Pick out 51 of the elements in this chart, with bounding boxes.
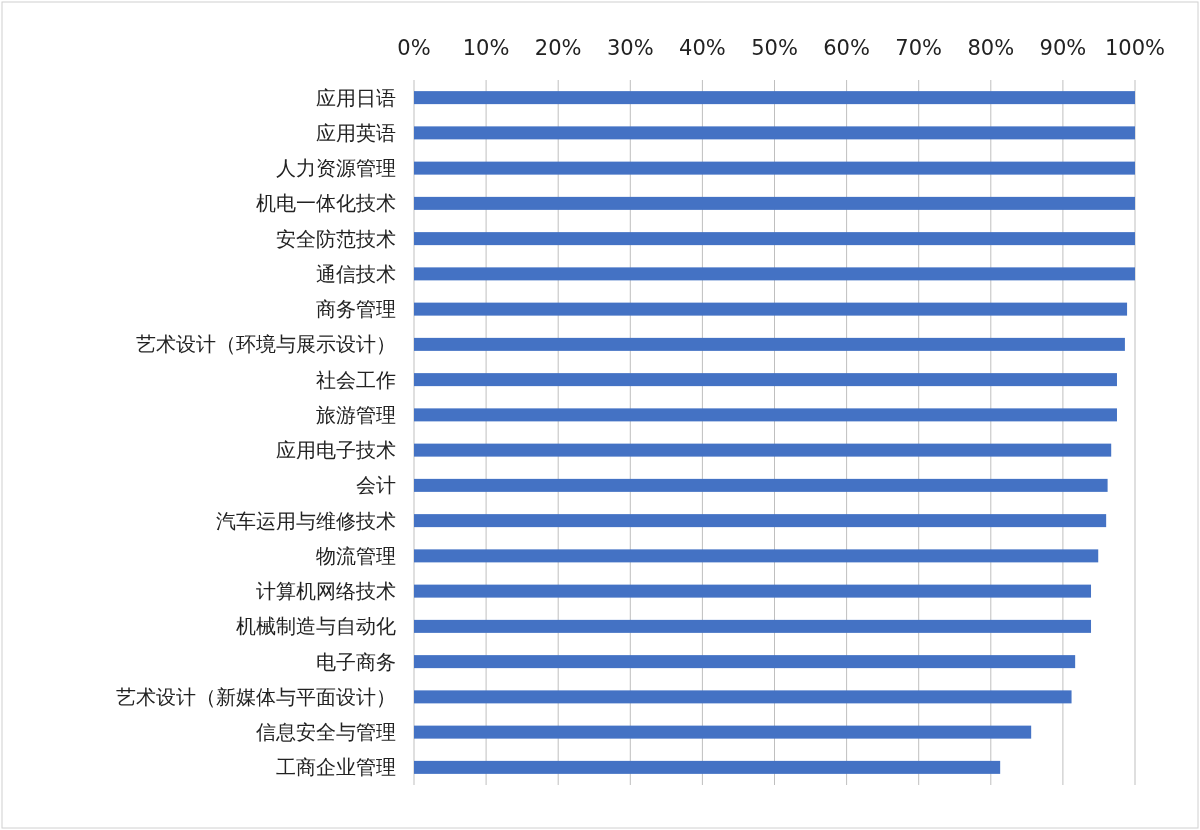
y-tick-label: 艺术设计（新媒体与平面设计） (116, 684, 396, 709)
bar (414, 514, 1107, 528)
y-tick-label: 应用电子技术 (276, 438, 396, 463)
x-tick-label: 50% (751, 36, 798, 60)
bar (414, 161, 1135, 175)
y-tick-label: 商务管理 (316, 297, 396, 322)
x-tick-label: 10% (462, 36, 510, 60)
bar (414, 337, 1125, 351)
x-tick-label: 30% (606, 36, 654, 60)
bar (414, 408, 1117, 422)
y-tick-label: 会计 (356, 473, 396, 498)
y-tick-label: 艺术设计（环境与展示设计） (136, 332, 396, 357)
y-tick-label: 应用英语 (316, 120, 396, 145)
bar (414, 655, 1076, 669)
bar (414, 267, 1135, 281)
x-tick-label: 70% (895, 36, 943, 60)
y-tick-label: 人力资源管理 (276, 156, 396, 181)
y-tick-label: 物流管理 (316, 543, 396, 568)
bar (414, 760, 1001, 774)
x-tick-label: 0% (397, 36, 431, 60)
y-tick-label: 信息安全与管理 (256, 720, 396, 745)
y-tick-label: 应用日语 (316, 85, 396, 110)
bar (414, 126, 1135, 140)
y-tick-label: 计算机网络技术 (256, 579, 396, 604)
bar (414, 196, 1135, 210)
bar (414, 373, 1117, 387)
y-tick-label: 电子商务 (316, 649, 396, 674)
bar (414, 584, 1092, 598)
bar (414, 549, 1099, 563)
y-tick-label: 社会工作 (316, 367, 396, 392)
bar (414, 232, 1135, 246)
x-tick-label: 90% (1039, 36, 1087, 60)
bar (414, 690, 1072, 704)
bar (414, 443, 1112, 457)
bar (414, 619, 1092, 633)
bar (414, 725, 1032, 739)
y-tick-label: 工商企业管理 (276, 755, 396, 780)
y-tick-label: 机械制造与自动化 (236, 614, 396, 639)
bar (414, 302, 1128, 316)
x-tick-label: 100% (1104, 36, 1166, 60)
x-tick-label: 40% (679, 36, 726, 60)
bar (414, 478, 1108, 492)
x-tick-label: 20% (534, 36, 582, 60)
y-tick-label: 安全防范技术 (276, 226, 396, 251)
y-tick-label: 旅游管理 (316, 402, 396, 427)
bar (414, 91, 1135, 105)
y-tick-label: 汽车运用与维修技术 (216, 508, 396, 533)
y-tick-label: 通信技术 (316, 261, 396, 286)
y-tick-label: 机电一体化技术 (256, 191, 396, 216)
x-tick-label: 80% (967, 36, 1015, 60)
x-tick-label: 60% (823, 36, 870, 60)
